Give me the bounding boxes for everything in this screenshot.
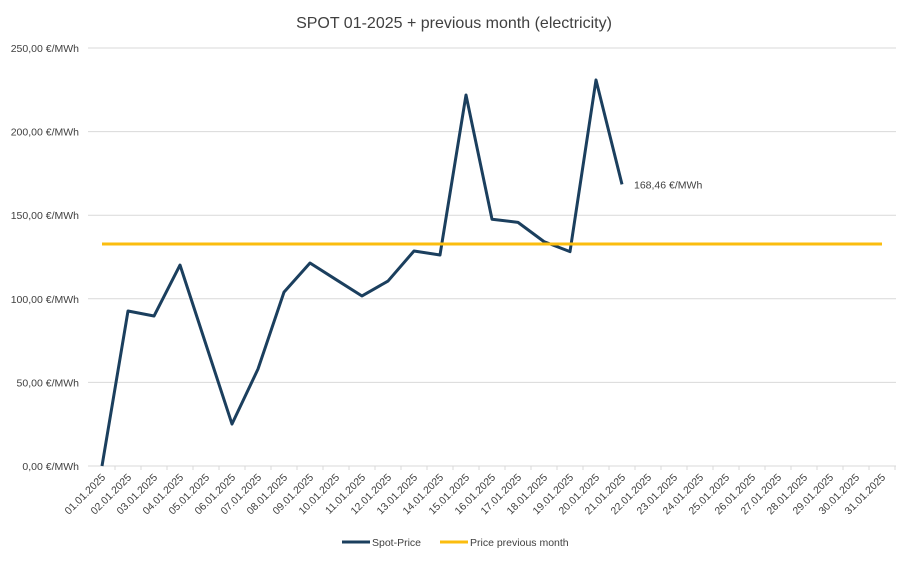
y-tick-label: 50,00 €/MWh — [17, 377, 80, 389]
series-line-spot-price — [100, 78, 624, 467]
y-tick-label: 250,00 €/MWh — [11, 43, 79, 55]
y-tick-label: 200,00 €/MWh — [11, 127, 79, 139]
chart-title: SPOT 01-2025 + previous month (electrici… — [296, 15, 612, 32]
legend-label: Spot-Price — [372, 537, 421, 549]
data-label: 168,46 €/MWh — [634, 179, 702, 191]
legend-label: Price previous month — [470, 537, 569, 549]
y-tick-label: 100,00 €/MWh — [11, 294, 79, 306]
y-tick-label: 0,00 €/MWh — [22, 461, 79, 473]
y-tick-label: 150,00 €/MWh — [11, 210, 79, 222]
